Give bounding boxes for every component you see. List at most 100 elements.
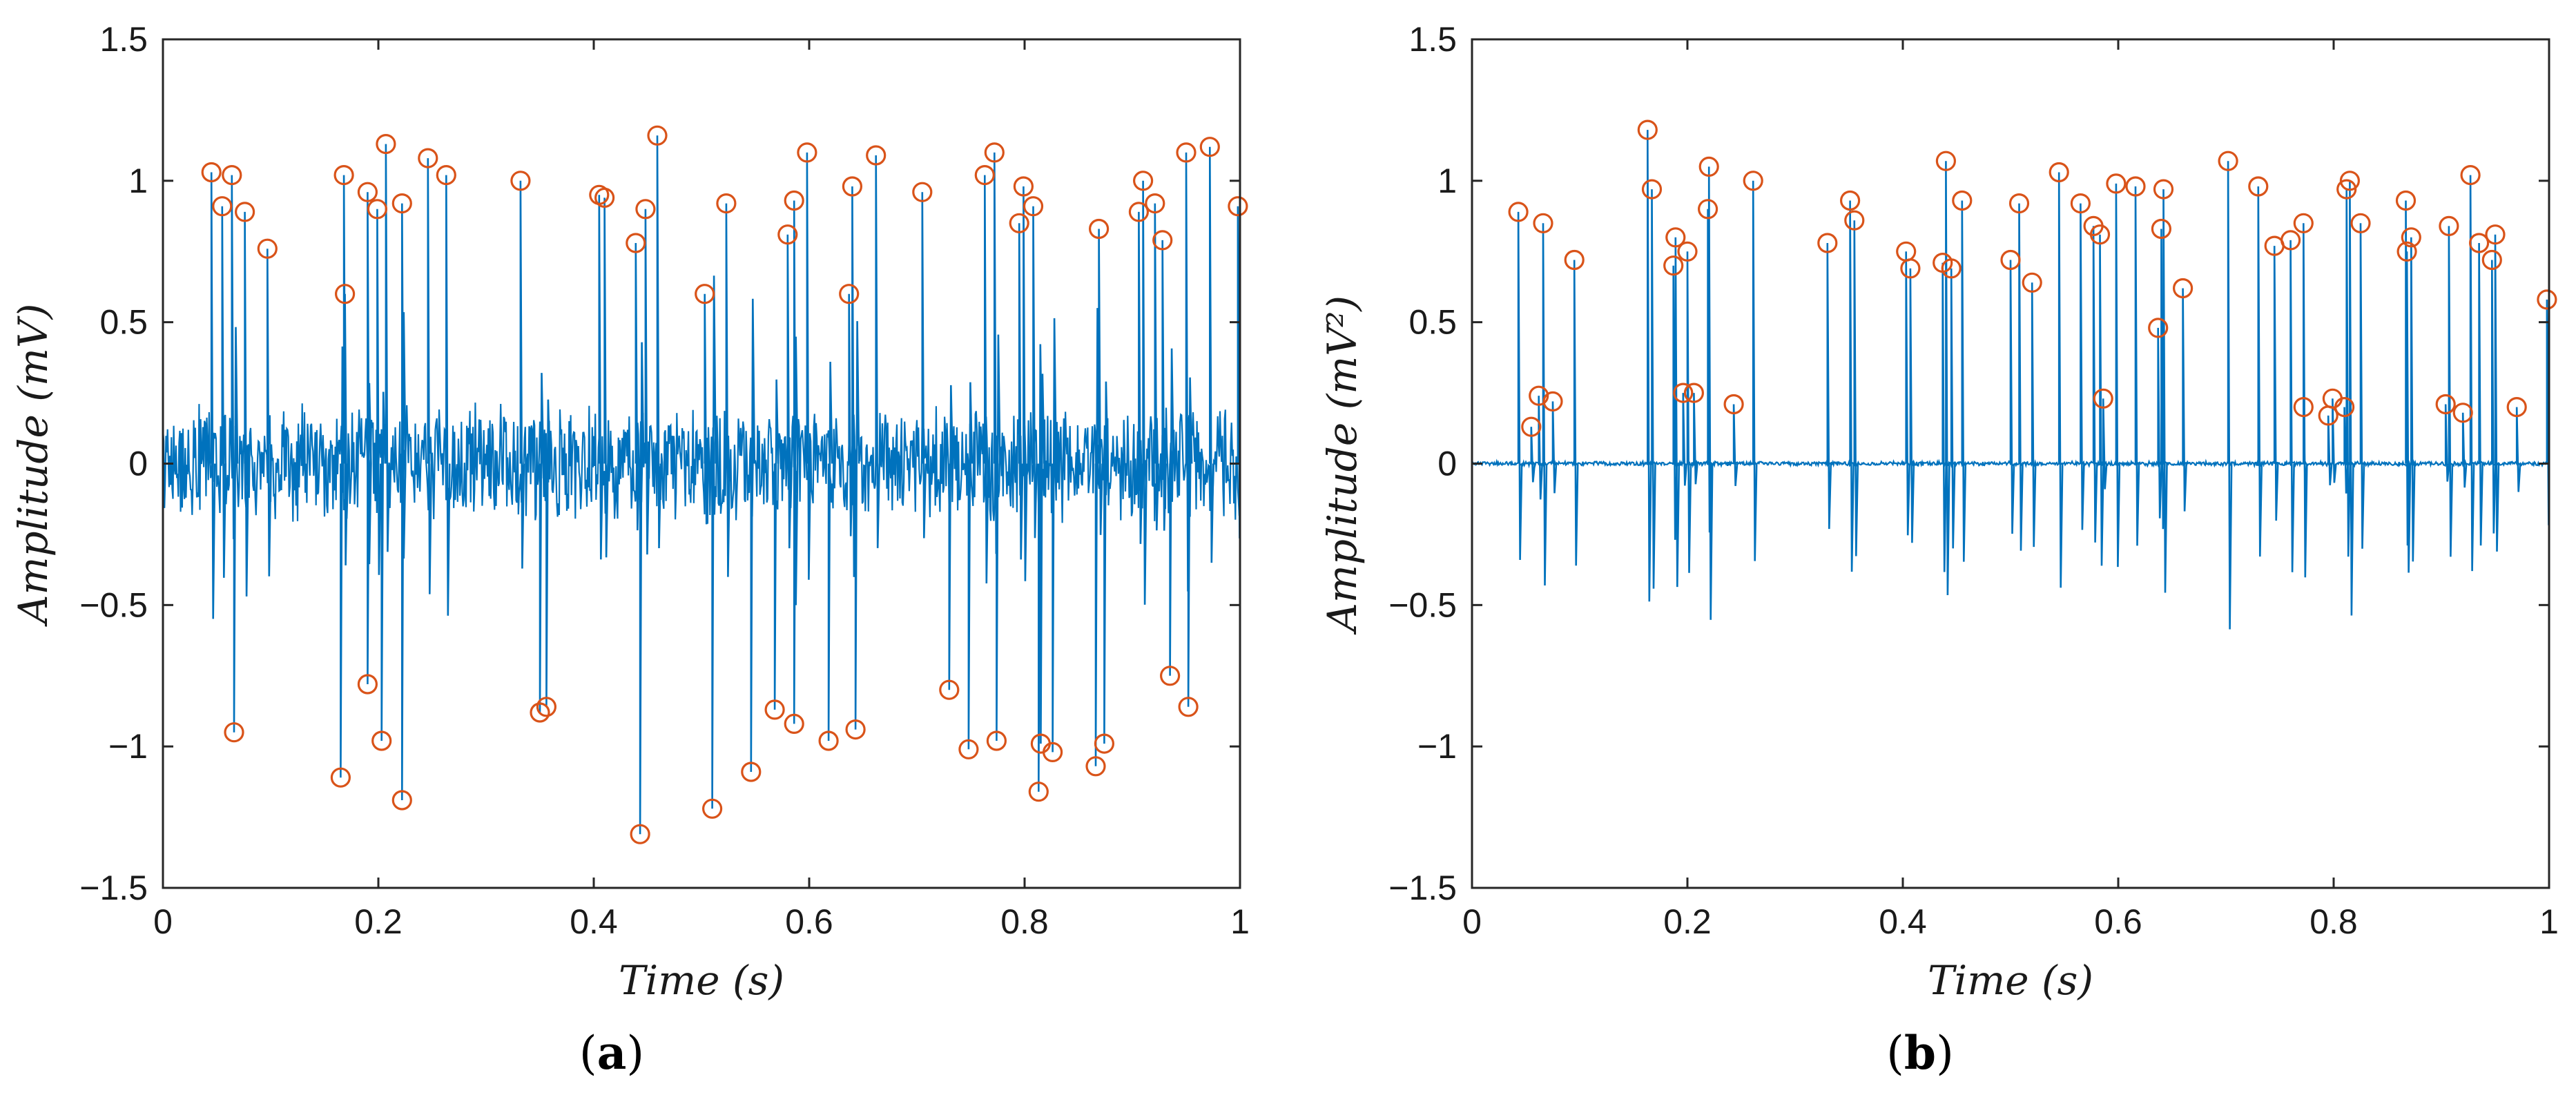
peak-marker: [701, 798, 723, 819]
peak-marker: [986, 730, 1007, 751]
peak-marker: [1085, 756, 1106, 777]
x-axis-label: Time (s): [619, 957, 784, 1004]
signal-spike: [1052, 318, 1057, 753]
signal-spike: [1826, 242, 1832, 530]
signal-spike: [2343, 407, 2349, 494]
x-tick-label: 0.6: [2094, 902, 2142, 941]
peak-marker: [2049, 162, 2069, 183]
signal-spike: [1142, 180, 1147, 605]
y-axis-label: Amplitude (mV²): [1319, 295, 1366, 635]
signal-spike: [1573, 260, 1579, 566]
peak-marker: [2089, 224, 2111, 245]
peak-marker: [797, 142, 817, 163]
peak-marker: [2452, 403, 2473, 423]
x-tick-label: 0.2: [1663, 902, 1712, 941]
signal-spike: [2080, 203, 2085, 530]
x-tick-label: 1: [2539, 902, 2559, 941]
signal-spike: [921, 192, 927, 539]
peak-marker: [784, 713, 804, 735]
panel-label: (a): [579, 1026, 644, 1080]
signal-spike: [2099, 234, 2104, 566]
signal-spike: [1023, 186, 1028, 581]
peak-marker: [2293, 213, 2314, 233]
peak-marker: [1152, 230, 1173, 251]
x-tick-label: 1: [1230, 902, 1250, 941]
y-tick-label: −1: [108, 727, 148, 766]
peak-marker: [818, 730, 839, 751]
signal-spike: [875, 155, 880, 548]
peak-marker: [912, 182, 933, 202]
signal-spike: [1651, 189, 1656, 589]
signal-spike: [267, 249, 272, 576]
signal-spike: [2410, 237, 2416, 562]
peak-marker: [1698, 199, 1718, 220]
peak-marker: [330, 767, 351, 788]
signal-spike: [2257, 186, 2263, 557]
peak-marker: [1900, 258, 1921, 279]
signal-spike: [445, 175, 451, 616]
panel-label-letter: b: [1904, 1026, 1936, 1080]
peak-marker: [391, 790, 412, 811]
signal-spike: [2359, 223, 2365, 549]
peak-marker: [333, 165, 354, 186]
signal-spike: [2546, 299, 2549, 525]
peak-marker: [2435, 394, 2456, 415]
peak-marker: [536, 697, 557, 717]
peak-marker: [1132, 171, 1154, 191]
signal-spike: [244, 211, 249, 597]
signal-spike: [603, 197, 609, 558]
signal-noise-trace: [163, 403, 1240, 524]
peak-marker: [974, 165, 995, 186]
peak-marker: [2537, 289, 2557, 310]
signal-spike: [967, 382, 974, 750]
signal-spike: [376, 209, 382, 575]
peak-marker: [1042, 742, 1063, 763]
peak-marker: [1176, 142, 1197, 163]
panel-label-open-paren: (: [579, 1027, 597, 1080]
signal-spike: [1682, 393, 1688, 486]
signal-spike: [704, 293, 709, 525]
signal-spike: [380, 391, 386, 742]
peak-marker: [2469, 233, 2490, 253]
peak-marker: [1683, 382, 1704, 403]
signal-spike: [2182, 288, 2187, 512]
signal-spike: [2157, 327, 2162, 519]
peak-marker: [1228, 196, 1248, 217]
peak-marker: [436, 165, 456, 186]
signal-spike: [1941, 262, 1947, 572]
signal-spike: [1040, 374, 1045, 744]
panel-label-close-paren: ): [626, 1027, 644, 1080]
signal-spike: [2162, 189, 2168, 593]
signal-spike: [2444, 404, 2450, 482]
signal-spike: [1849, 200, 1854, 572]
peak-marker: [1564, 249, 1585, 271]
signal-spike: [367, 382, 372, 685]
signal-spike: [1551, 401, 1558, 494]
y-tick-label: −0.5: [79, 585, 148, 624]
signal-spike: [1961, 200, 1967, 562]
panel-a: 0 0.2 0.4 0.6 0.8 1 −1.5 −1 −0.5 0 0.5 1 1.5 Time (s)…: [10, 20, 1250, 1080]
signal-spike: [2009, 260, 2015, 534]
signal-spike: [210, 172, 216, 619]
signal-spike: [1905, 251, 1910, 536]
signal-spike: [2102, 398, 2108, 490]
peak-marker: [784, 190, 804, 211]
signal-spike: [1686, 251, 1692, 573]
x-tick-label: 0.4: [1879, 902, 1927, 941]
signal-spike: [984, 175, 989, 584]
signal-spike: [1853, 220, 1859, 556]
peak-marker: [594, 187, 615, 208]
peak-marker: [845, 719, 866, 740]
signal-spike: [1693, 393, 1698, 485]
peak-marker: [1743, 171, 1763, 191]
signal-spike: [2018, 203, 2024, 551]
panel-label: (b): [1886, 1026, 1954, 1080]
panel-label-letter: a: [597, 1026, 627, 1080]
x-axis-label: Time (s): [1928, 957, 2093, 1004]
peak-marker: [1952, 190, 1973, 211]
signal-spike: [233, 327, 239, 733]
peak-marker: [1009, 213, 1029, 233]
signal-spike: [1138, 211, 1143, 544]
peak-marker: [335, 284, 356, 304]
